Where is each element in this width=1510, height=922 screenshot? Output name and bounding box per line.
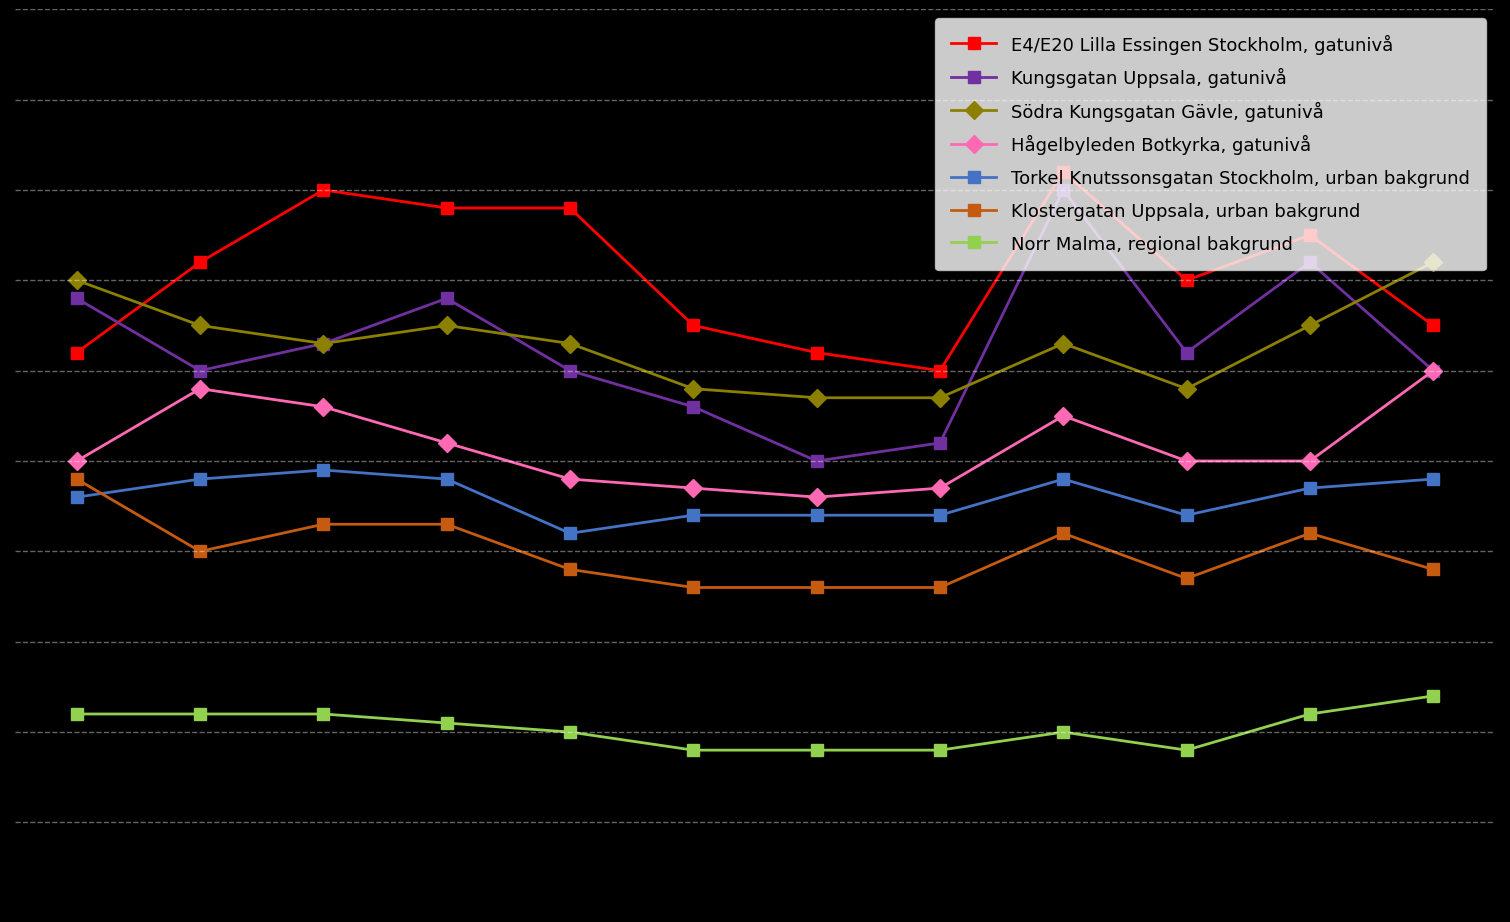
Line: Klostergatan Uppsala, urban bakgrund: Klostergatan Uppsala, urban bakgrund bbox=[71, 473, 1439, 594]
Line: Torkel Knutssonsgatan Stockholm, urban bakgrund: Torkel Knutssonsgatan Stockholm, urban b… bbox=[71, 464, 1439, 539]
Norr Malma, regional bakgrund bbox=[68, 708, 86, 719]
Torkel Knutssonsgatan Stockholm, urban bakgrund bbox=[684, 510, 702, 521]
Torkel Knutssonsgatan Stockholm, urban bakgrund bbox=[808, 510, 826, 521]
Klostergatan Uppsala, urban bakgrund bbox=[930, 582, 950, 593]
Norr Malma, regional bakgrund bbox=[438, 717, 456, 728]
Norr Malma, regional bakgrund bbox=[930, 745, 950, 756]
E4/E20 Lilla Essingen Stockholm, gatunivå bbox=[314, 184, 332, 195]
E4/E20 Lilla Essingen Stockholm, gatunivå bbox=[808, 347, 826, 358]
Hågelbyleden Botkyrka, gatunivå bbox=[68, 455, 86, 467]
Klostergatan Uppsala, urban bakgrund bbox=[68, 474, 86, 485]
Hågelbyleden Botkyrka, gatunivå bbox=[684, 482, 702, 493]
Södra Kungsgatan Gävle, gatunivå bbox=[1054, 338, 1072, 349]
E4/E20 Lilla Essingen Stockholm, gatunivå bbox=[68, 347, 86, 358]
Line: Hågelbyleden Botkyrka, gatunivå: Hågelbyleden Botkyrka, gatunivå bbox=[71, 364, 1439, 503]
Kungsgatan Uppsala, gatunivå bbox=[1054, 184, 1072, 195]
Södra Kungsgatan Gävle, gatunivå bbox=[562, 338, 580, 349]
Torkel Knutssonsgatan Stockholm, urban bakgrund bbox=[190, 474, 208, 485]
Norr Malma, regional bakgrund bbox=[808, 745, 826, 756]
Torkel Knutssonsgatan Stockholm, urban bakgrund bbox=[1054, 474, 1072, 485]
Hågelbyleden Botkyrka, gatunivå bbox=[190, 384, 208, 395]
Kungsgatan Uppsala, gatunivå bbox=[1424, 365, 1442, 376]
Södra Kungsgatan Gävle, gatunivå bbox=[68, 275, 86, 286]
Kungsgatan Uppsala, gatunivå bbox=[562, 365, 580, 376]
Klostergatan Uppsala, urban bakgrund bbox=[1178, 573, 1196, 584]
Södra Kungsgatan Gävle, gatunivå bbox=[1178, 384, 1196, 395]
Hågelbyleden Botkyrka, gatunivå bbox=[438, 437, 456, 448]
Norr Malma, regional bakgrund bbox=[190, 708, 208, 719]
Klostergatan Uppsala, urban bakgrund bbox=[1300, 527, 1320, 538]
Hågelbyleden Botkyrka, gatunivå bbox=[930, 482, 950, 493]
E4/E20 Lilla Essingen Stockholm, gatunivå bbox=[1054, 166, 1072, 177]
Södra Kungsgatan Gävle, gatunivå bbox=[930, 392, 950, 403]
E4/E20 Lilla Essingen Stockholm, gatunivå bbox=[562, 203, 580, 214]
Klostergatan Uppsala, urban bakgrund bbox=[190, 546, 208, 557]
Norr Malma, regional bakgrund bbox=[1424, 691, 1442, 702]
Södra Kungsgatan Gävle, gatunivå bbox=[1424, 256, 1442, 267]
Klostergatan Uppsala, urban bakgrund bbox=[1054, 527, 1072, 538]
Kungsgatan Uppsala, gatunivå bbox=[438, 293, 456, 304]
Torkel Knutssonsgatan Stockholm, urban bakgrund bbox=[1178, 510, 1196, 521]
Torkel Knutssonsgatan Stockholm, urban bakgrund bbox=[1424, 474, 1442, 485]
Kungsgatan Uppsala, gatunivå bbox=[808, 455, 826, 467]
Norr Malma, regional bakgrund bbox=[562, 727, 580, 738]
Södra Kungsgatan Gävle, gatunivå bbox=[190, 320, 208, 331]
Kungsgatan Uppsala, gatunivå bbox=[1178, 347, 1196, 358]
Line: Kungsgatan Uppsala, gatunivå: Kungsgatan Uppsala, gatunivå bbox=[71, 183, 1439, 467]
Line: Norr Malma, regional bakgrund: Norr Malma, regional bakgrund bbox=[71, 690, 1439, 756]
Line: Södra Kungsgatan Gävle, gatunivå: Södra Kungsgatan Gävle, gatunivå bbox=[71, 256, 1439, 404]
Södra Kungsgatan Gävle, gatunivå bbox=[314, 338, 332, 349]
E4/E20 Lilla Essingen Stockholm, gatunivå bbox=[1300, 230, 1320, 241]
Torkel Knutssonsgatan Stockholm, urban bakgrund bbox=[930, 510, 950, 521]
Norr Malma, regional bakgrund bbox=[684, 745, 702, 756]
Hågelbyleden Botkyrka, gatunivå bbox=[1424, 365, 1442, 376]
Torkel Knutssonsgatan Stockholm, urban bakgrund bbox=[68, 491, 86, 502]
Torkel Knutssonsgatan Stockholm, urban bakgrund bbox=[314, 465, 332, 476]
Norr Malma, regional bakgrund bbox=[314, 708, 332, 719]
Hågelbyleden Botkyrka, gatunivå bbox=[562, 474, 580, 485]
Kungsgatan Uppsala, gatunivå bbox=[684, 401, 702, 412]
Klostergatan Uppsala, urban bakgrund bbox=[314, 519, 332, 530]
Södra Kungsgatan Gävle, gatunivå bbox=[808, 392, 826, 403]
E4/E20 Lilla Essingen Stockholm, gatunivå bbox=[684, 320, 702, 331]
Klostergatan Uppsala, urban bakgrund bbox=[438, 519, 456, 530]
Hågelbyleden Botkyrka, gatunivå bbox=[808, 491, 826, 502]
Klostergatan Uppsala, urban bakgrund bbox=[808, 582, 826, 593]
Legend: E4/E20 Lilla Essingen Stockholm, gatunivå, Kungsgatan Uppsala, gatunivå, Södra K: E4/E20 Lilla Essingen Stockholm, gatuniv… bbox=[935, 18, 1486, 270]
Hågelbyleden Botkyrka, gatunivå bbox=[1054, 410, 1072, 421]
Torkel Knutssonsgatan Stockholm, urban bakgrund bbox=[562, 527, 580, 538]
Södra Kungsgatan Gävle, gatunivå bbox=[1300, 320, 1320, 331]
Hågelbyleden Botkyrka, gatunivå bbox=[314, 401, 332, 412]
Norr Malma, regional bakgrund bbox=[1300, 708, 1320, 719]
Norr Malma, regional bakgrund bbox=[1178, 745, 1196, 756]
Södra Kungsgatan Gävle, gatunivå bbox=[438, 320, 456, 331]
Hågelbyleden Botkyrka, gatunivå bbox=[1300, 455, 1320, 467]
Kungsgatan Uppsala, gatunivå bbox=[314, 338, 332, 349]
Kungsgatan Uppsala, gatunivå bbox=[1300, 256, 1320, 267]
Södra Kungsgatan Gävle, gatunivå bbox=[684, 384, 702, 395]
Line: E4/E20 Lilla Essingen Stockholm, gatunivå: E4/E20 Lilla Essingen Stockholm, gatuniv… bbox=[71, 166, 1439, 377]
Kungsgatan Uppsala, gatunivå bbox=[190, 365, 208, 376]
E4/E20 Lilla Essingen Stockholm, gatunivå bbox=[1178, 275, 1196, 286]
Klostergatan Uppsala, urban bakgrund bbox=[562, 564, 580, 575]
Klostergatan Uppsala, urban bakgrund bbox=[1424, 564, 1442, 575]
Norr Malma, regional bakgrund bbox=[1054, 727, 1072, 738]
E4/E20 Lilla Essingen Stockholm, gatunivå bbox=[438, 203, 456, 214]
Klostergatan Uppsala, urban bakgrund bbox=[684, 582, 702, 593]
Torkel Knutssonsgatan Stockholm, urban bakgrund bbox=[438, 474, 456, 485]
Hågelbyleden Botkyrka, gatunivå bbox=[1178, 455, 1196, 467]
E4/E20 Lilla Essingen Stockholm, gatunivå bbox=[190, 256, 208, 267]
E4/E20 Lilla Essingen Stockholm, gatunivå bbox=[930, 365, 950, 376]
Kungsgatan Uppsala, gatunivå bbox=[930, 437, 950, 448]
E4/E20 Lilla Essingen Stockholm, gatunivå bbox=[1424, 320, 1442, 331]
Torkel Knutssonsgatan Stockholm, urban bakgrund bbox=[1300, 482, 1320, 493]
Kungsgatan Uppsala, gatunivå bbox=[68, 293, 86, 304]
